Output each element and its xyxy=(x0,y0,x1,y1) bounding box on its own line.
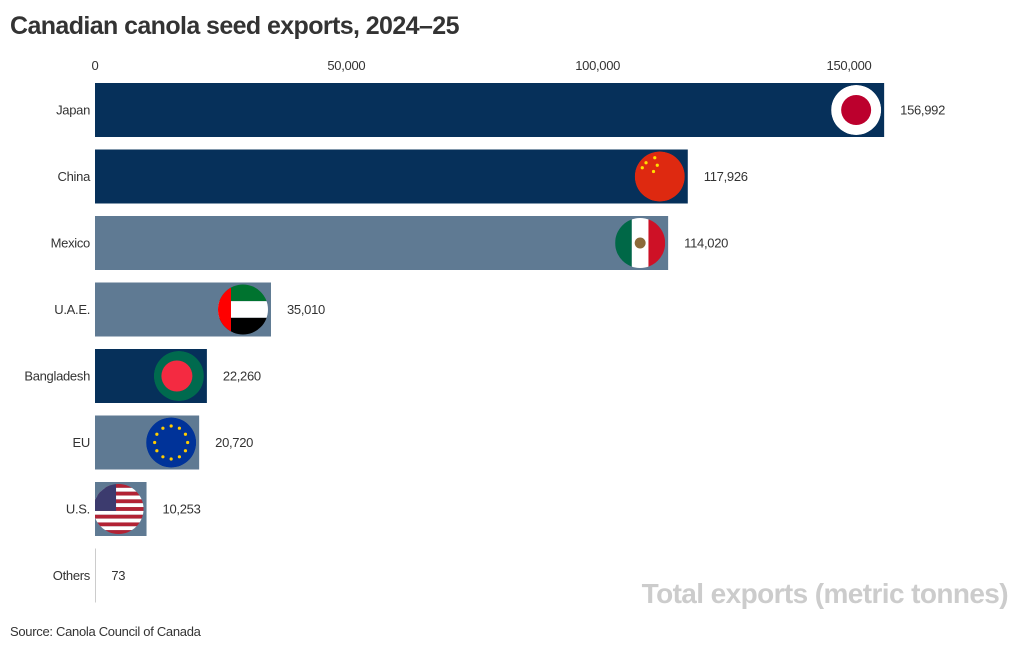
x-axis-label: Total exports (metric tonnes) xyxy=(641,578,1009,609)
category-label: Bangladesh xyxy=(24,369,90,384)
category-label: China xyxy=(58,169,92,184)
value-label: 10,253 xyxy=(163,502,201,517)
value-label: 35,010 xyxy=(287,302,325,317)
value-label: 20,720 xyxy=(215,435,253,450)
x-tick-label: 150,000 xyxy=(827,58,872,73)
x-tick-label: 100,000 xyxy=(575,58,620,73)
chart-title: Canadian canola seed exports, 2024–25 xyxy=(10,12,459,40)
bangladesh-flag-icon xyxy=(153,351,204,401)
value-label: 22,260 xyxy=(223,369,261,384)
us-flag-icon xyxy=(95,484,144,534)
japan-flag-icon xyxy=(831,85,882,135)
category-label: Japan xyxy=(56,103,90,118)
value-label: 114,020 xyxy=(684,236,728,251)
bar xyxy=(95,216,669,270)
bar xyxy=(95,149,688,204)
category-label: Others xyxy=(53,568,91,583)
category-label: Mexico xyxy=(51,236,90,251)
eu-flag-icon xyxy=(146,417,197,468)
x-tick-label: 50,000 xyxy=(327,58,365,73)
bar xyxy=(95,548,96,603)
source-note: Source: Canola Council of Canada xyxy=(10,624,201,639)
value-label: 156,992 xyxy=(900,103,945,118)
bar xyxy=(95,83,885,137)
category-label: EU xyxy=(73,435,90,450)
value-label: 117,926 xyxy=(704,169,748,184)
category-label: U.S. xyxy=(66,502,90,517)
mexico-flag-icon xyxy=(615,218,666,268)
uae-flag-icon xyxy=(217,284,268,335)
value-label: 73 xyxy=(111,568,125,583)
x-tick-label: 0 xyxy=(92,58,99,73)
category-label: U.A.E. xyxy=(54,302,90,317)
china-flag-icon xyxy=(634,151,685,202)
